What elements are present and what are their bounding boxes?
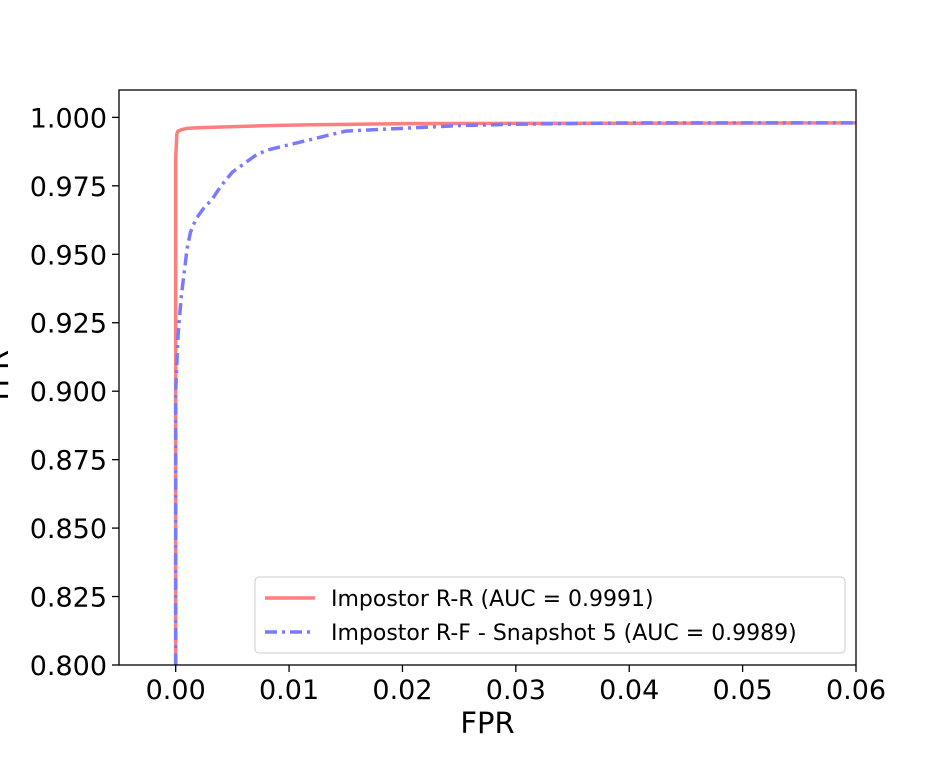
- y-tick-label: 0.975: [30, 172, 107, 203]
- x-axis-ticks: 0.00 0.01 0.02 0.03 0.04 0.05 0.06: [146, 665, 886, 706]
- y-tick-label: 0.925: [30, 309, 107, 340]
- x-tick-label: 0.04: [599, 675, 659, 706]
- legend-label-2: Impostor R-F - Snapshot 5 (AUC = 0.9989): [331, 621, 797, 646]
- y-tick-label: 1.000: [30, 103, 107, 134]
- series-line-2: [173, 121, 856, 665]
- y-tick-label: 0.875: [30, 446, 107, 477]
- x-tick-label: 0.03: [486, 675, 546, 706]
- y-tick-label: 0.950: [30, 240, 107, 271]
- plot-frame: [118, 89, 857, 666]
- y-axis-ticks: 0.800 0.825 0.850 0.875 0.900 0.925 0.950 0.975…: [30, 103, 119, 682]
- x-axis-label: FPR: [460, 706, 514, 740]
- y-tick-label: 0.850: [30, 514, 107, 545]
- y-axis-label: TPR: [0, 350, 15, 406]
- legend-box: [254, 576, 846, 654]
- x-tick-label: 0.01: [259, 675, 319, 706]
- x-tick-label: 0.05: [713, 675, 773, 706]
- legend-label-1: Impostor R-R (AUC = 0.9991): [331, 587, 654, 612]
- plot-curves: [173, 121, 856, 665]
- y-tick-label: 0.825: [30, 583, 107, 614]
- legend: Impostor R-R (AUC = 0.9991) Impostor R-F …: [254, 576, 846, 654]
- series-line-1: [173, 121, 856, 665]
- y-tick-label: 0.900: [30, 377, 107, 408]
- x-tick-label: 0.00: [146, 675, 206, 706]
- x-tick-label: 0.02: [372, 675, 432, 706]
- y-tick-label: 0.800: [30, 651, 107, 682]
- x-tick-label: 0.06: [826, 675, 886, 706]
